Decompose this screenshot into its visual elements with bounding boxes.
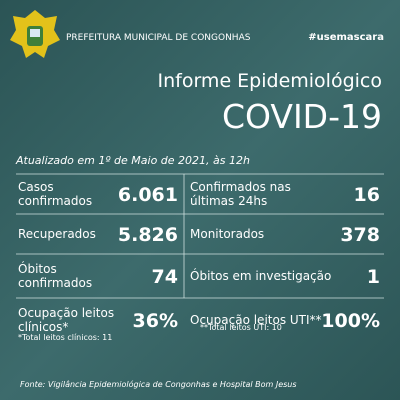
- cell-value: 1: [367, 266, 380, 288]
- cell-value: 74: [152, 266, 178, 288]
- cell-value: 16: [354, 184, 380, 206]
- title: Informe Epidemiológico: [158, 70, 383, 92]
- updated: Atualizado em 1º de Maio de 2021, às 12h: [15, 154, 250, 167]
- cell-label: últimas 24hs: [190, 194, 267, 208]
- cell-label: Óbitos em investigação: [190, 268, 331, 283]
- logo: [10, 10, 60, 58]
- table: [16, 173, 384, 299]
- cell-label: clínicos*: [18, 320, 68, 334]
- cell-label: Confirmados nas: [190, 180, 291, 194]
- cell-label: confirmados: [18, 194, 92, 208]
- title-covid: COVID-19: [222, 97, 382, 136]
- cell-value: 36%: [133, 310, 178, 332]
- cell-note: **Total leitos UTI: 10: [200, 323, 282, 332]
- cell-value: 6.061: [118, 184, 178, 206]
- cell-note: *Total leitos clínicos: 11: [18, 333, 112, 342]
- cell-label: Óbitos: [18, 261, 57, 276]
- cell-label: Recuperados: [18, 227, 96, 241]
- cell-value: 378: [340, 224, 380, 246]
- organization: PREFEITURA MUNICIPAL DE CONGONHAS: [66, 33, 251, 43]
- cell-label: Ocupação leitos UTI**: [190, 313, 322, 327]
- hashtag: #usemascara: [308, 32, 384, 43]
- cell-label: Monitorados: [190, 227, 264, 241]
- cell-value: 5.826: [118, 224, 178, 246]
- cell-value: 100%: [321, 310, 380, 332]
- cell-label: Ocupação leitos: [18, 306, 114, 320]
- footer: Fonte: Vigilância Epidemiológica de Cong…: [20, 379, 297, 389]
- cell-label: confirmados: [18, 276, 92, 290]
- cell-label: Casos: [18, 180, 54, 194]
